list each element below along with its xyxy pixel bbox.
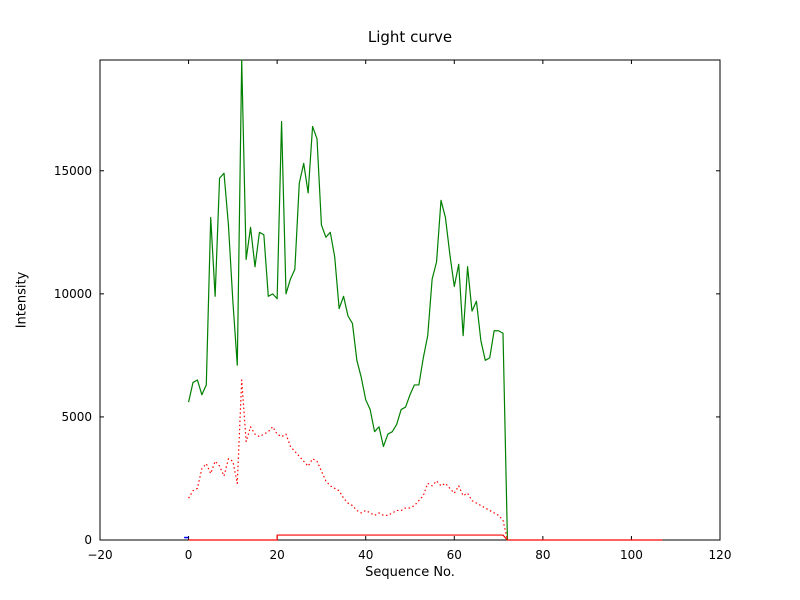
- x-tick-label: 40: [358, 548, 373, 562]
- x-tick-label: 120: [709, 548, 732, 562]
- axes-frame: [99, 59, 721, 541]
- figure-title: Light curve: [367, 28, 453, 46]
- x-tick-label: −20: [87, 548, 112, 562]
- y-tick-label: 5000: [61, 410, 92, 424]
- series-red-dotted-lightcurve: [188, 379, 509, 541]
- series-green-solid-lightcurve: [187, 59, 509, 541]
- y-tick-label: 15000: [54, 164, 92, 178]
- y-tick-label: 0: [84, 533, 92, 547]
- x-tick-label: 0: [185, 548, 193, 562]
- series-red-solid-baseline-step: [188, 534, 663, 541]
- x-tick-label: 60: [447, 548, 462, 562]
- y-tick-label: 10000: [54, 287, 92, 301]
- x-axis-label: Sequence No.: [365, 565, 455, 580]
- x-tick-label: 20: [270, 548, 285, 562]
- x-tick-label: 100: [620, 548, 643, 562]
- x-tick-label: 80: [535, 548, 550, 562]
